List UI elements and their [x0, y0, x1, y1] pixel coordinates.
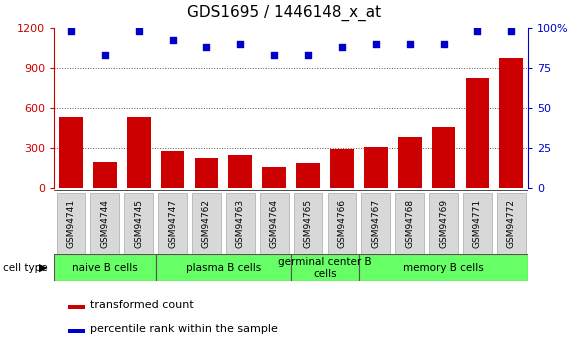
- Text: GDS1695 / 1446148_x_at: GDS1695 / 1446148_x_at: [187, 5, 381, 21]
- FancyBboxPatch shape: [294, 193, 323, 254]
- Bar: [398, 137, 421, 188]
- Text: plasma B cells: plasma B cells: [186, 263, 261, 273]
- Text: cell type: cell type: [3, 263, 48, 273]
- FancyBboxPatch shape: [124, 193, 153, 254]
- Text: percentile rank within the sample: percentile rank within the sample: [90, 324, 277, 334]
- FancyBboxPatch shape: [226, 193, 254, 254]
- Bar: [68, 329, 85, 333]
- Point: [405, 41, 414, 46]
- FancyBboxPatch shape: [56, 193, 85, 254]
- Bar: [296, 163, 320, 188]
- FancyBboxPatch shape: [395, 193, 424, 254]
- Bar: [330, 149, 354, 188]
- Text: ▶: ▶: [39, 263, 47, 273]
- Bar: [93, 162, 116, 188]
- Point: [439, 41, 448, 46]
- Point: [66, 28, 76, 33]
- Bar: [291, 254, 359, 281]
- Point: [134, 28, 143, 33]
- FancyBboxPatch shape: [158, 193, 187, 254]
- Text: GSM94762: GSM94762: [202, 199, 211, 248]
- Text: GSM94767: GSM94767: [371, 199, 381, 248]
- Text: germinal center B
cells: germinal center B cells: [278, 257, 372, 278]
- Point: [371, 41, 381, 46]
- Point: [202, 44, 211, 50]
- Bar: [127, 117, 151, 188]
- Bar: [156, 254, 291, 281]
- FancyBboxPatch shape: [361, 193, 390, 254]
- Text: GSM94741: GSM94741: [66, 199, 76, 248]
- Bar: [364, 147, 387, 188]
- Bar: [68, 305, 85, 309]
- FancyBboxPatch shape: [90, 193, 119, 254]
- Text: GSM94765: GSM94765: [303, 199, 312, 248]
- Bar: [499, 58, 523, 188]
- FancyBboxPatch shape: [463, 193, 492, 254]
- Point: [337, 44, 346, 50]
- Bar: [466, 78, 489, 188]
- Text: GSM94763: GSM94763: [236, 199, 245, 248]
- FancyBboxPatch shape: [260, 193, 289, 254]
- Bar: [432, 127, 456, 188]
- FancyBboxPatch shape: [497, 193, 526, 254]
- Text: transformed count: transformed count: [90, 300, 193, 310]
- Bar: [59, 117, 83, 188]
- Bar: [54, 254, 156, 281]
- Bar: [228, 155, 252, 188]
- Text: GSM94771: GSM94771: [473, 199, 482, 248]
- Text: GSM94769: GSM94769: [439, 199, 448, 248]
- FancyBboxPatch shape: [192, 193, 221, 254]
- Point: [100, 52, 109, 58]
- Text: GSM94747: GSM94747: [168, 199, 177, 248]
- Bar: [262, 167, 286, 188]
- Text: GSM94768: GSM94768: [405, 199, 414, 248]
- Point: [473, 28, 482, 33]
- Point: [270, 52, 279, 58]
- Text: memory B cells: memory B cells: [403, 263, 484, 273]
- Bar: [195, 158, 218, 188]
- Text: GSM94772: GSM94772: [507, 199, 516, 248]
- FancyBboxPatch shape: [429, 193, 458, 254]
- Text: GSM94766: GSM94766: [337, 199, 346, 248]
- Point: [168, 38, 177, 43]
- Text: GSM94744: GSM94744: [101, 199, 109, 248]
- Text: GSM94745: GSM94745: [134, 199, 143, 248]
- Text: GSM94764: GSM94764: [270, 199, 279, 248]
- Bar: [359, 254, 528, 281]
- Text: naive B cells: naive B cells: [72, 263, 137, 273]
- Point: [507, 28, 516, 33]
- Point: [236, 41, 245, 46]
- Point: [303, 52, 312, 58]
- Bar: [161, 150, 185, 188]
- FancyBboxPatch shape: [328, 193, 356, 254]
